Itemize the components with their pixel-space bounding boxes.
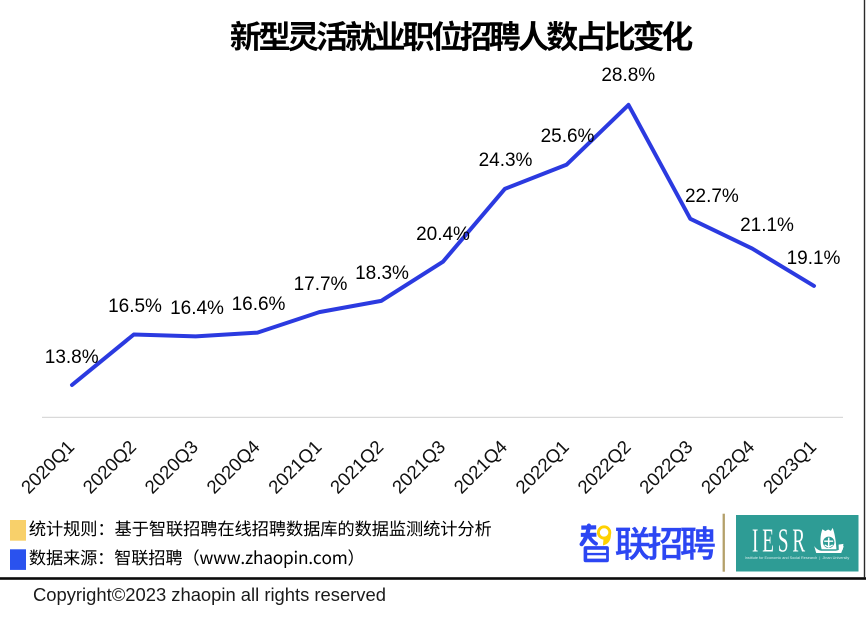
svg-text:13.8%: 13.8% (45, 347, 99, 368)
svg-text:19.1%: 19.1% (787, 248, 841, 269)
svg-text:Copyright©2023 zhaopin all rig: Copyright©2023 zhaopin all rights reserv… (33, 584, 386, 605)
svg-text:18.3%: 18.3% (355, 263, 409, 284)
svg-text:IESR: IESR (752, 522, 809, 559)
svg-text:25.6%: 25.6% (541, 126, 595, 147)
svg-text:28.8%: 28.8% (601, 65, 655, 86)
svg-text:20.4%: 20.4% (416, 224, 470, 245)
svg-text:17.7%: 17.7% (294, 274, 348, 295)
svg-text:16.5%: 16.5% (108, 296, 162, 317)
svg-text:Institute for Economic and Soc: Institute for Economic and Social Resear… (745, 556, 850, 560)
svg-text:22.7%: 22.7% (685, 186, 739, 207)
svg-text:16.4%: 16.4% (170, 298, 224, 319)
svg-text:16.6%: 16.6% (232, 294, 286, 315)
svg-text:21.1%: 21.1% (740, 215, 794, 236)
svg-text:24.3%: 24.3% (479, 150, 533, 171)
